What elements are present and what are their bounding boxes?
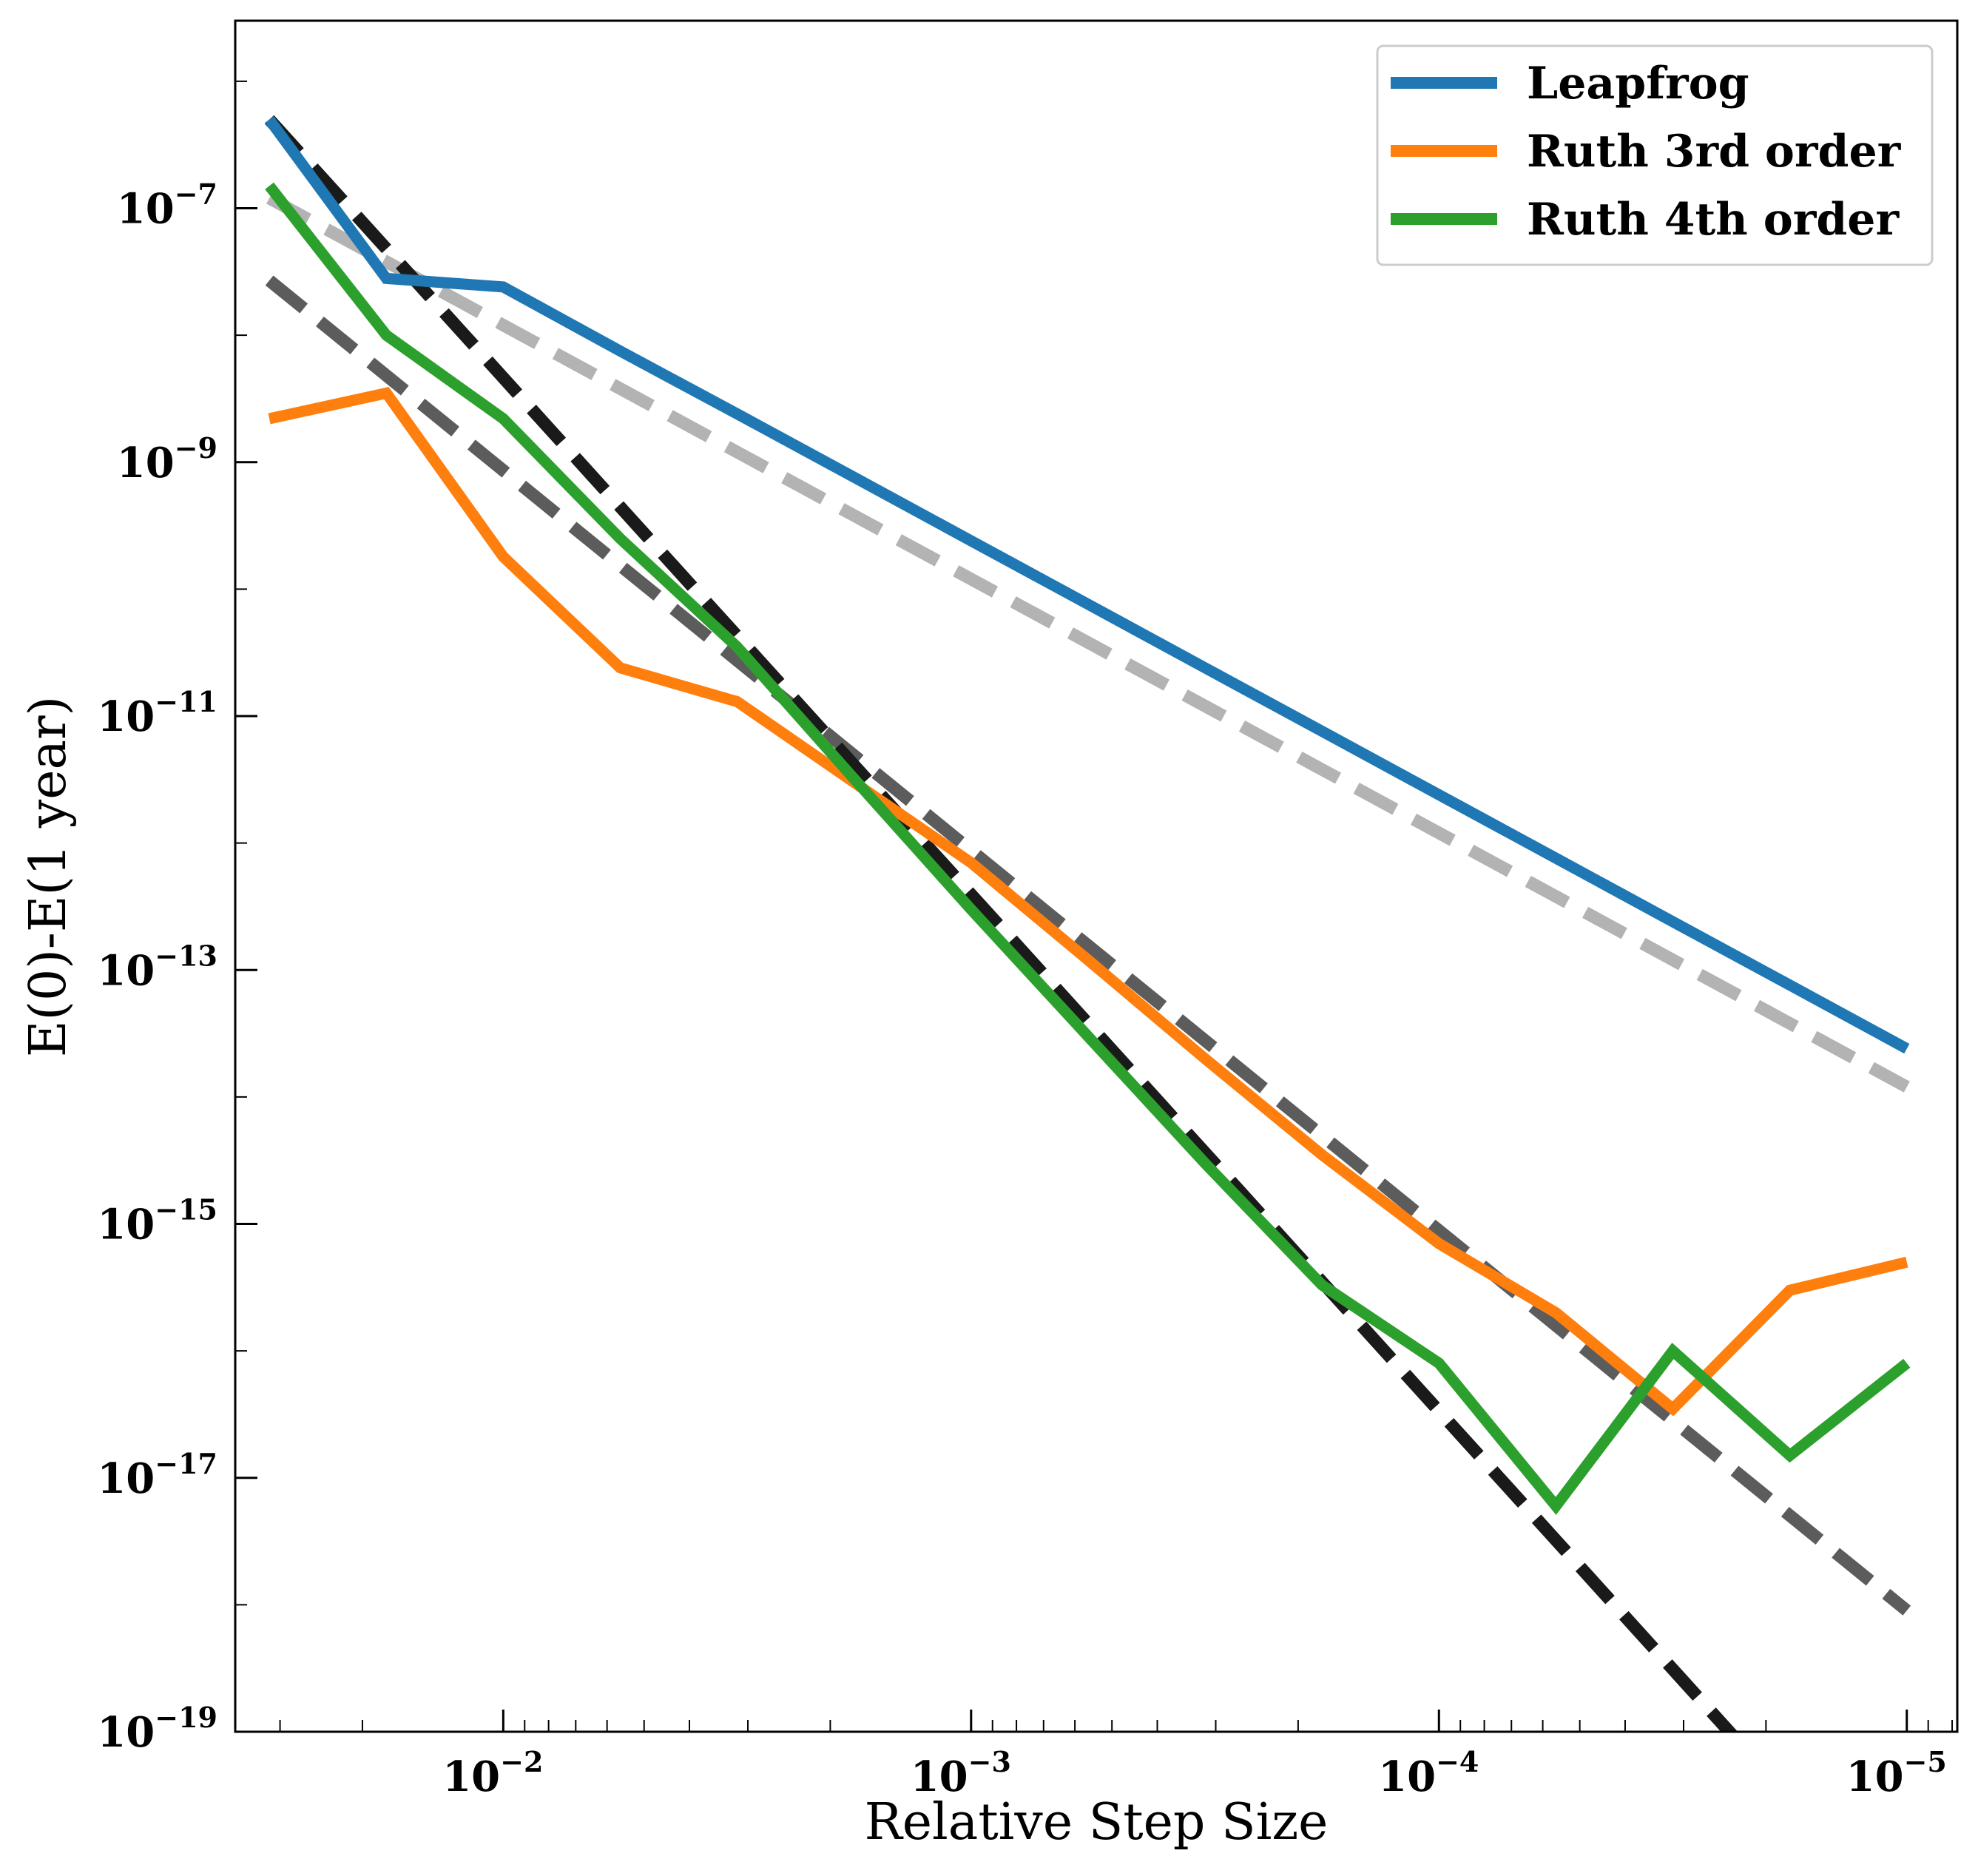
y-tick-label: 10−9	[117, 431, 217, 487]
y-tick-label: 10−11	[97, 685, 217, 741]
x-tick-label: 10−2	[442, 1745, 543, 1801]
y-axis-title: E(0)-E(1 year)	[19, 696, 78, 1057]
reference-line-3	[264, 115, 1738, 1732]
legend-frame	[1376, 44, 1934, 266]
axis-ticks	[235, 80, 1954, 1733]
series-line-ruth-4th-order	[265, 182, 1911, 1515]
y-tick-label: 10−19	[97, 1701, 217, 1757]
series-line-ruth-3rd-order	[268, 387, 1908, 1417]
legend-label-ruth-3rd-order: Ruth 3rd order	[1527, 126, 1902, 178]
series-line-leapfrog	[265, 116, 1910, 1054]
reference-lines	[264, 115, 1911, 1732]
plot-frame	[234, 19, 1959, 1733]
x-tick-label: 10−3	[911, 1745, 1011, 1801]
x-axis-title: Relative Step Size	[865, 1793, 1329, 1852]
reference-line-1	[266, 192, 1910, 1093]
x-tick-label: 10−5	[1846, 1745, 1947, 1801]
legend-label-leapfrog: Leapfrog	[1527, 58, 1749, 109]
legend-entries: Leapfrog Ruth 3rd order Ruth 4th order	[1391, 58, 1902, 246]
legend-label-ruth-4th-order: Ruth 4th order	[1527, 194, 1900, 246]
legend: Leapfrog Ruth 3rd order Ruth 4th order	[1376, 44, 1934, 266]
y-tick-label: 10−13	[97, 939, 217, 995]
tick-labels: 10−2 10−3 10−4 10−5 10−7 10−9 10−11 10−13 10−15 1…	[97, 178, 1947, 1801]
y-tick-label: 10−15	[97, 1193, 217, 1249]
x-tick-label: 10−4	[1378, 1745, 1479, 1801]
y-tick-label: 10−17	[97, 1447, 217, 1503]
reference-line-2	[265, 275, 1911, 1616]
y-tick-label: 10−7	[117, 178, 217, 234]
data-series	[265, 116, 1911, 1515]
